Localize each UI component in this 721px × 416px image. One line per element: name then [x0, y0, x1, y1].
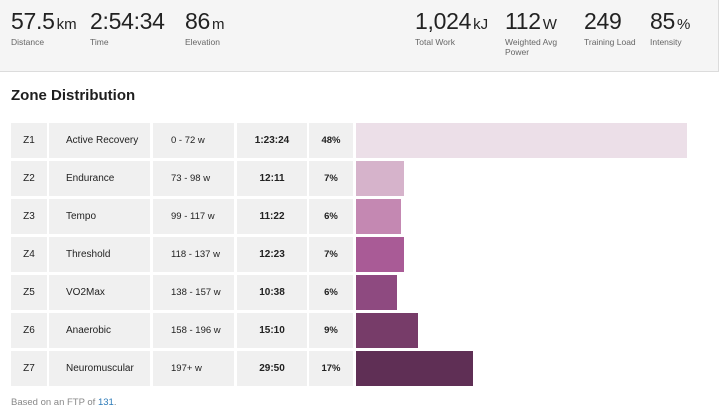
stat-value: 1,024 — [415, 8, 472, 34]
stat-label: Elevation — [185, 37, 220, 47]
zone-row: Z7 Neuromuscular 197+ w 29:50 17% — [11, 351, 701, 386]
zone-row: Z5 VO2Max 138 - 157 w 10:38 6% — [11, 275, 701, 310]
zone-power-range: 158 - 196 w — [153, 313, 234, 348]
zone-time: 29:50 — [237, 351, 307, 386]
zone-bar-track — [356, 275, 701, 310]
zone-row: Z1 Active Recovery 0 - 72 w 1:23:24 48% — [11, 123, 701, 158]
zone-power-range: 197+ w — [153, 351, 234, 386]
zone-percent: 6% — [309, 275, 353, 310]
stat-intensity: 85% Intensity — [650, 8, 690, 47]
stat-value: 57.5 — [11, 8, 55, 34]
zone-bar — [356, 123, 687, 158]
zone-code: Z2 — [11, 161, 47, 196]
zone-power-range: 99 - 117 w — [153, 199, 234, 234]
stat-value: 249 — [584, 8, 622, 34]
zone-percent: 7% — [309, 237, 353, 272]
zone-row: Z6 Anaerobic 158 - 196 w 15:10 9% — [11, 313, 701, 348]
stat-weighted-avg-power: 112 W Weighted Avg Power — [505, 8, 565, 57]
zone-name: Anaerobic — [49, 313, 150, 348]
zone-row: Z3 Tempo 99 - 117 w 11:22 6% — [11, 199, 701, 234]
ftp-footnote: Based on an FTP of 131. — [11, 397, 116, 408]
zone-name: Endurance — [49, 161, 150, 196]
zone-code: Z1 — [11, 123, 47, 158]
stat-value: 2:54:34 — [90, 8, 165, 34]
zone-time: 10:38 — [237, 275, 307, 310]
zone-percent: 9% — [309, 313, 353, 348]
section-title: Zone Distribution — [11, 87, 136, 104]
zone-percent: 48% — [309, 123, 353, 158]
stat-training-load: 249 Training Load — [584, 8, 636, 47]
zone-power-range: 138 - 157 w — [153, 275, 234, 310]
zone-row: Z4 Threshold 118 - 137 w 12:23 7% — [11, 237, 701, 272]
stat-unit: % — [676, 16, 691, 33]
zone-name: Neuromuscular — [49, 351, 150, 386]
zone-code: Z4 — [11, 237, 47, 272]
zone-distribution-table: Z1 Active Recovery 0 - 72 w 1:23:24 48% Z2 End… — [11, 123, 701, 389]
stat-unit: m — [211, 16, 225, 33]
zone-time: 12:11 — [237, 161, 307, 196]
zone-bar-track — [356, 237, 701, 272]
stat-label: Time — [90, 37, 109, 47]
summary-stats-bar: 57.5 km Distance 2:54:34 Time 86 m Elevati… — [0, 0, 719, 72]
stat-time: 2:54:34 Time — [90, 8, 167, 47]
stat-label: Total Work — [415, 37, 455, 47]
ftp-footnote-prefix: Based on an FTP of — [11, 397, 98, 408]
stat-unit: W — [542, 16, 557, 33]
zone-bar — [356, 313, 418, 348]
zone-bar — [356, 237, 404, 272]
zone-power-range: 73 - 98 w — [153, 161, 234, 196]
zone-bar-track — [356, 199, 701, 234]
zone-bar-track — [356, 313, 701, 348]
stat-label: Training Load — [584, 37, 636, 47]
stat-total-work: 1,024 kJ Total Work — [415, 8, 488, 47]
zone-percent: 6% — [309, 199, 353, 234]
zone-bar — [356, 275, 397, 310]
stat-value: 86 — [185, 8, 210, 34]
zone-time: 11:22 — [237, 199, 307, 234]
zone-bar — [356, 199, 401, 234]
zone-percent: 7% — [309, 161, 353, 196]
zone-time: 12:23 — [237, 237, 307, 272]
zone-code: Z6 — [11, 313, 47, 348]
stat-unit: km — [56, 16, 77, 33]
zone-name: Active Recovery — [49, 123, 150, 158]
zone-time: 1:23:24 — [237, 123, 307, 158]
zone-time: 15:10 — [237, 313, 307, 348]
zone-name: Tempo — [49, 199, 150, 234]
zone-row: Z2 Endurance 73 - 98 w 12:11 7% — [11, 161, 701, 196]
zone-bar — [356, 351, 473, 386]
zone-name: VO2Max — [49, 275, 150, 310]
stat-distance: 57.5 km Distance — [11, 8, 77, 47]
stat-unit: kJ — [473, 16, 489, 33]
zone-bar-track — [356, 123, 701, 158]
zone-code: Z5 — [11, 275, 47, 310]
ftp-footnote-suffix: . — [113, 397, 117, 408]
zone-bar-track — [356, 351, 701, 386]
zone-bar-track — [356, 161, 701, 196]
stat-label: Intensity — [650, 37, 682, 47]
stat-elevation: 86 m Elevation — [185, 8, 224, 47]
zone-code: Z3 — [11, 199, 47, 234]
zone-percent: 17% — [309, 351, 353, 386]
zone-bar — [356, 161, 404, 196]
stat-value: 85 — [650, 8, 675, 34]
zone-power-range: 0 - 72 w — [153, 123, 234, 158]
stat-label: Weighted Avg Power — [505, 37, 558, 57]
stat-value: 112 — [505, 8, 541, 34]
zone-power-range: 118 - 137 w — [153, 237, 234, 272]
zone-name: Threshold — [49, 237, 150, 272]
zone-code: Z7 — [11, 351, 47, 386]
stat-label: Distance — [11, 37, 45, 47]
ftp-value-link[interactable]: 131 — [97, 397, 114, 408]
